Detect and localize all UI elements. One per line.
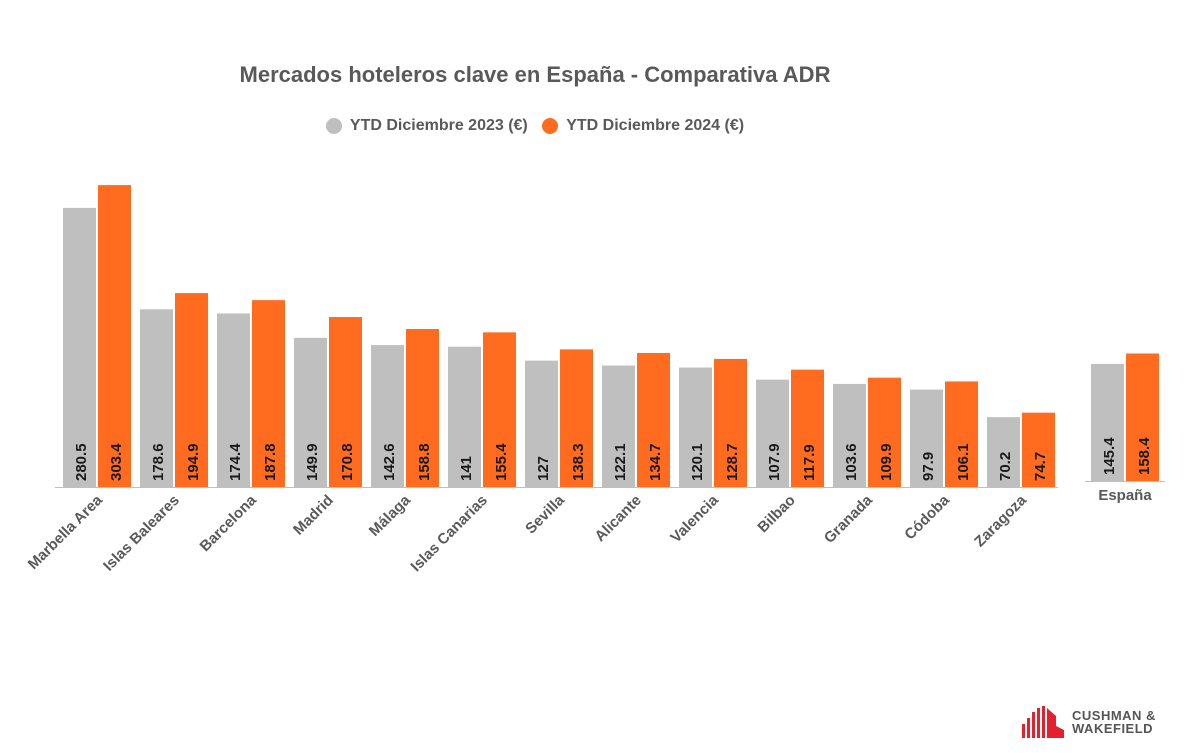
bar-9-1	[791, 369, 824, 487]
bar-2-0	[217, 313, 250, 487]
legend-label: YTD Diciembre 2024 (€)	[566, 117, 745, 134]
data-label: 97.9	[920, 452, 937, 481]
data-label: 280.5	[73, 443, 90, 481]
chart-title: Mercados hoteleros clave en España - Com…	[239, 62, 831, 87]
category-label: Sevilla	[522, 491, 568, 537]
bar-10-1	[868, 377, 901, 487]
data-label: 107.9	[766, 443, 783, 481]
data-label: 194.9	[185, 443, 202, 481]
category-label: Bilbao	[754, 492, 798, 536]
data-label: 106.1	[955, 443, 972, 481]
data-label: 158.4	[1136, 437, 1153, 475]
data-label: 138.3	[570, 443, 587, 481]
data-label: 158.8	[416, 443, 433, 481]
category-label-espana: España	[1098, 487, 1152, 504]
category-label: Valencia	[667, 491, 722, 546]
legend-dot-icon	[325, 118, 342, 134]
bar-6-1	[560, 349, 593, 487]
data-label: 74.7	[1032, 452, 1049, 481]
data-label: 109.9	[878, 443, 895, 481]
data-label: 122.1	[612, 443, 629, 481]
category-label: Madrid	[290, 492, 337, 539]
bar-7-0	[602, 365, 635, 487]
data-label: 70.2	[997, 452, 1014, 481]
bar-12-1	[1022, 412, 1055, 487]
category-label: Islas Canarias	[407, 492, 490, 575]
bar-2-1	[252, 300, 285, 487]
bar-espana-0	[1091, 363, 1124, 481]
data-label: 303.4	[108, 443, 125, 481]
cushman-wakefield-logo: CUSHMAN & WAKEFIELD	[1022, 706, 1156, 738]
legend-item-2024: YTD Diciembre 2024 (€)	[542, 117, 744, 135]
bar-11-1	[945, 381, 978, 487]
category-label: Islas Baleares	[100, 492, 183, 575]
bar-3-0	[294, 337, 327, 487]
legend: YTD Diciembre 2023 (€) YTD Diciembre 202…	[0, 117, 1070, 139]
data-label: 117.9	[801, 444, 818, 481]
category-label: Granada	[821, 491, 877, 547]
bar-6-0	[525, 360, 558, 487]
data-label: 128.7	[724, 443, 741, 481]
data-label: 141	[458, 456, 475, 481]
data-label: 120.1	[689, 443, 706, 481]
bar-12-0	[987, 417, 1020, 487]
bar-4-1	[406, 328, 439, 487]
category-label: Zaragoza	[971, 491, 1030, 550]
category-label: Málaga	[366, 491, 414, 539]
bar-8-0	[679, 367, 712, 487]
bar-5-1	[483, 332, 516, 487]
category-label: Barcelona	[197, 491, 261, 555]
data-label: 145.4	[1101, 437, 1118, 475]
data-label: 155.4	[493, 443, 510, 481]
bar-1-0	[140, 309, 173, 487]
legend-item-2023: YTD Diciembre 2023 (€)	[325, 117, 528, 135]
legend-dot-icon	[542, 118, 559, 134]
bar-9-0	[756, 379, 789, 487]
category-label: Alicante	[592, 492, 645, 545]
bar-espana-1	[1126, 353, 1159, 481]
data-label: 170.8	[339, 443, 356, 481]
bar-11-0	[910, 389, 943, 487]
logo-text: CUSHMAN &	[1072, 708, 1156, 723]
bar-3-1	[329, 317, 362, 487]
logo-text: WAKEFIELD	[1072, 721, 1154, 736]
data-label: 134.7	[647, 443, 664, 481]
data-label: 149.9	[304, 443, 321, 481]
bar-8-1	[714, 358, 747, 487]
data-label: 174.4	[227, 443, 244, 481]
bar-10-0	[833, 383, 866, 487]
category-label: Códoba	[901, 491, 953, 543]
bar-7-1	[637, 352, 670, 487]
bar-5-0	[448, 346, 481, 487]
bar-0-0	[63, 207, 96, 487]
legend-label: YTD Diciembre 2023 (€)	[349, 117, 528, 134]
data-label: 142.6	[381, 443, 398, 481]
category-label: Marbella Area	[25, 491, 107, 573]
bar-1-1	[175, 293, 208, 487]
data-label: 103.6	[843, 443, 860, 481]
data-label: 178.6	[150, 443, 167, 481]
logo-mark-icon	[1022, 706, 1064, 738]
bar-4-0	[371, 345, 404, 487]
bar-0-1	[98, 185, 131, 487]
data-label: 187.8	[262, 443, 279, 481]
data-label: 127	[535, 456, 552, 481]
